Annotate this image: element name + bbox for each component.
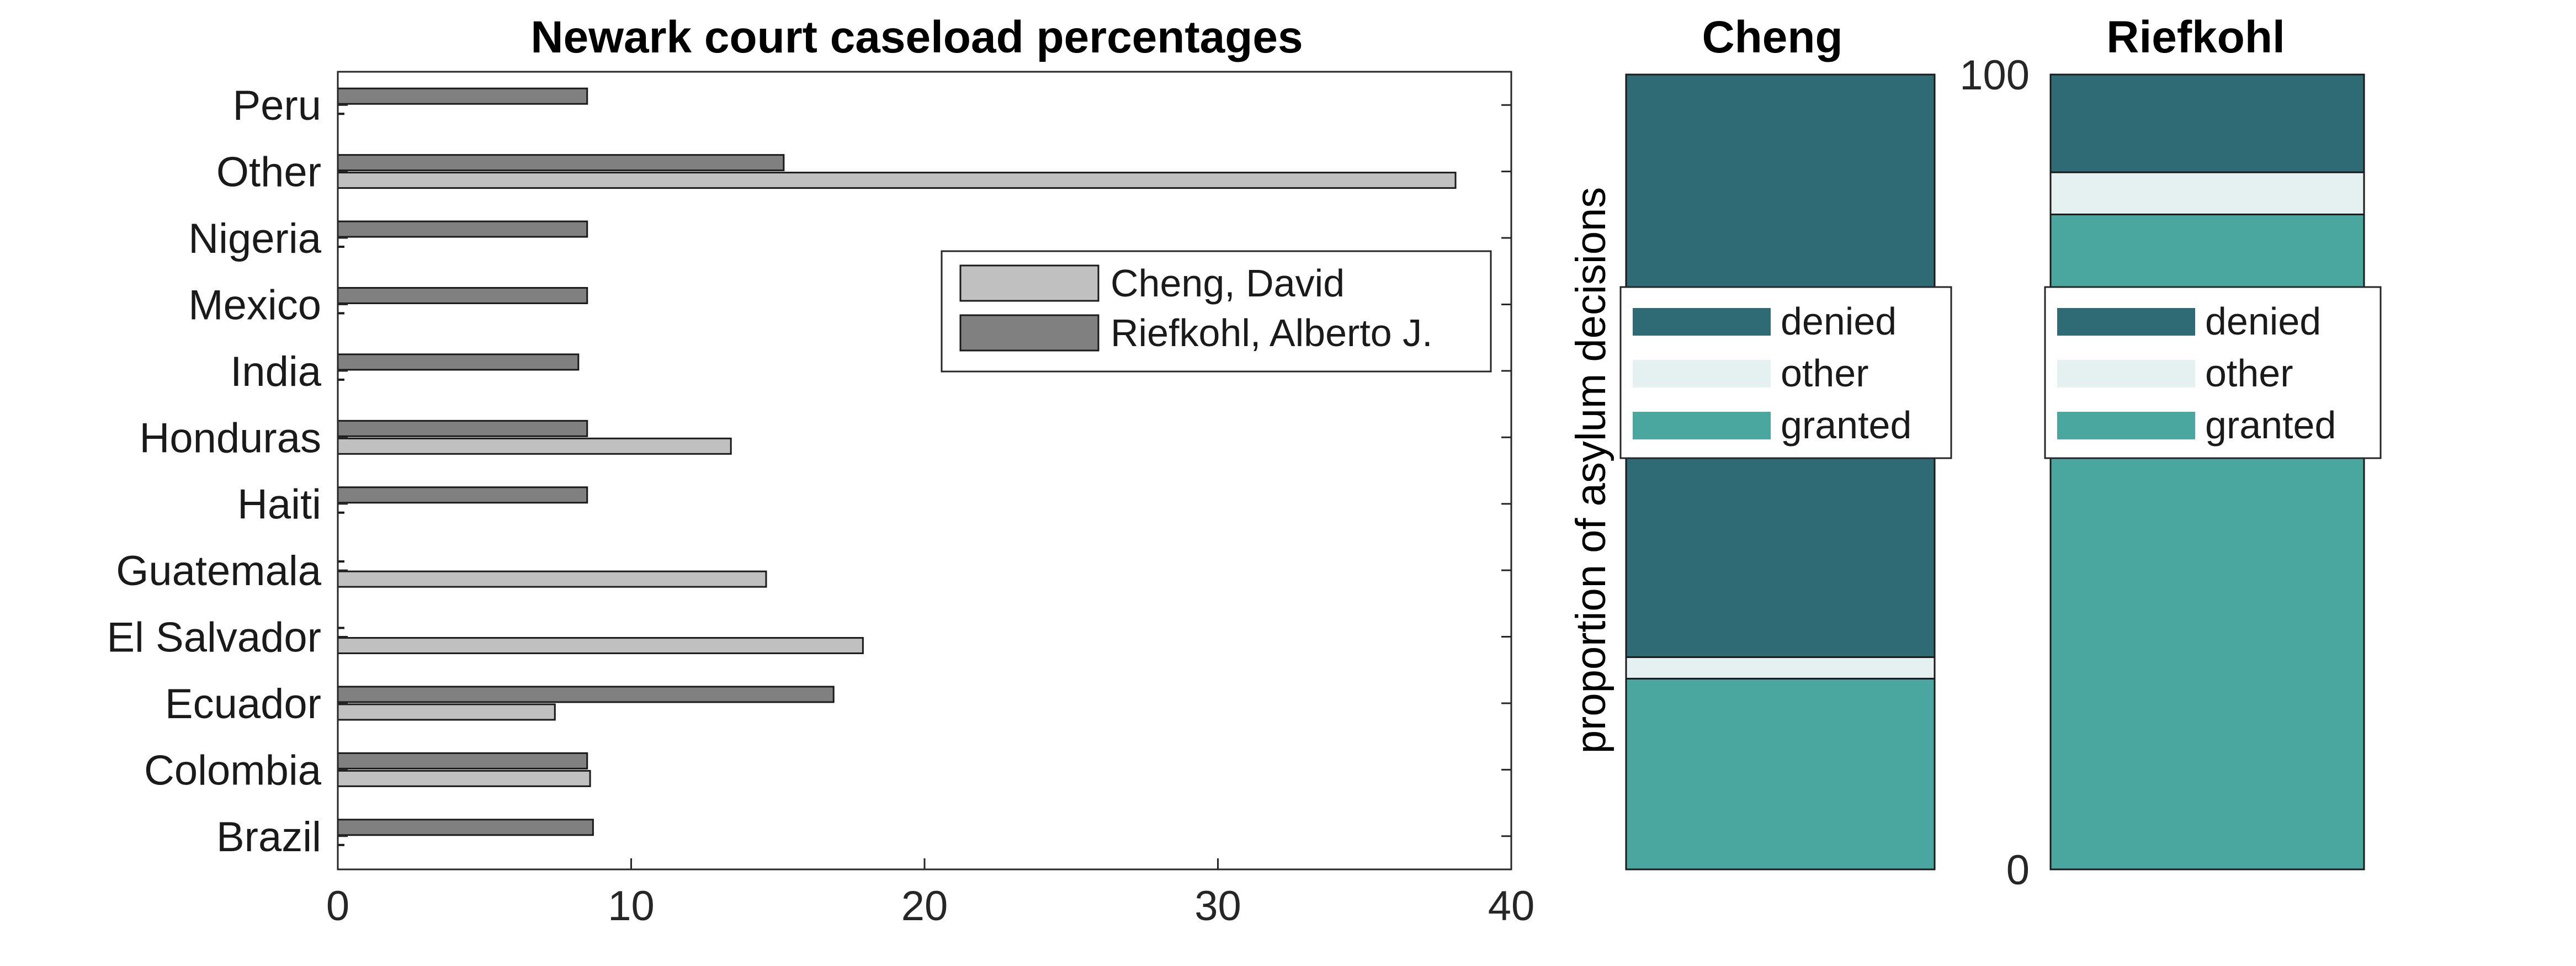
legend-swatch-other [2057, 360, 2195, 388]
bar-frame [2049, 73, 2365, 871]
legend-swatch-granted [1633, 412, 1771, 439]
legend-swatch-granted [2057, 412, 2195, 439]
y-tick-label-haiti: Haiti [237, 481, 321, 528]
legend-swatch-other [1633, 360, 1771, 388]
y-tick-label-brazil: Brazil [216, 814, 321, 861]
bar-colombia-riefkohl [337, 752, 588, 769]
y-tick-label-100: 100 [1959, 52, 2030, 99]
segment-other [2049, 171, 2365, 215]
y-tick-label-nigeria: Nigeria [188, 215, 321, 262]
y-tick-label-0: 0 [2006, 847, 2030, 894]
y-tick-label-guatemala: Guatemala [116, 548, 321, 595]
bar-guatemala-cheng [337, 570, 767, 588]
y-tick-label-other: Other [216, 149, 321, 196]
y-tick-label-mexico: Mexico [188, 282, 321, 328]
segment-denied [2049, 73, 2365, 173]
caseload-legend: Cheng, David Riefkohl, Alberto J. [941, 250, 1492, 373]
x-tick-label-0: 0 [326, 883, 349, 930]
plot-background [338, 72, 1511, 869]
y-tick-label-el-salvador: El Salvador [107, 614, 321, 661]
x-tick-label-10: 10 [608, 883, 655, 930]
y-tick-label-peru: Peru [232, 82, 321, 129]
legend-swatch-riefkohl [959, 314, 1100, 352]
bar-el-salvador-cheng [337, 637, 864, 655]
legend-swatch-denied [2057, 308, 2195, 336]
legend-label-other: other [1781, 352, 1869, 395]
x-tick-label-30: 30 [1194, 883, 1241, 930]
segment-other [1625, 656, 1936, 680]
cheng-stacked-bar [1625, 73, 1936, 871]
cheng-legend: denied other granted [1619, 286, 1952, 459]
riefkohl-stacked-bar: 0 100 [1959, 52, 2365, 894]
bar-other-cheng [337, 172, 1457, 189]
y-tick-label-india: India [230, 348, 322, 395]
x-tick-label-20: 20 [901, 883, 948, 930]
bar-frame [1625, 73, 1936, 871]
bar-other-riefkohl [337, 154, 785, 172]
bar-colombia-cheng [337, 769, 591, 787]
bar-mexico-riefkohl [337, 286, 588, 304]
y-tick-label-ecuador: Ecuador [165, 681, 321, 728]
plot-frame [337, 71, 1512, 871]
caseload-chart: Newark court caseload percentages Peru Ot… [107, 12, 1534, 930]
bar-ecuador-cheng [337, 703, 556, 721]
bar-nigeria-riefkohl [337, 220, 588, 238]
bar-peru-riefkohl [337, 87, 588, 105]
legend-swatch-cheng [959, 264, 1100, 302]
legend-label-denied: denied [2205, 300, 2321, 343]
legend-label-other: other [2205, 352, 2293, 395]
riefkohl-chart-title: Riefkohl [2106, 12, 2285, 62]
y-tick-label-colombia: Colombia [144, 747, 322, 794]
riefkohl-legend: denied other granted [2044, 286, 2382, 459]
bar-india-riefkohl [337, 353, 580, 371]
y-tick-label-honduras: Honduras [139, 415, 321, 461]
legend-label-riefkohl: Riefkohl, Alberto J. [1111, 311, 1433, 354]
segment-granted [1625, 677, 1936, 871]
legend-swatch-denied [1633, 308, 1771, 336]
riefkohl-decisions-chart: Riefkohl 0 100 denied other granted [1959, 12, 2382, 894]
caseload-plot-area: Peru Other Nigeria Mexico India Honduras Haiti… [107, 71, 1535, 930]
decisions-y-axis-label: proportion of asylum decisions [1568, 187, 1614, 754]
bar-honduras-cheng [337, 437, 732, 455]
x-tick-label-40: 40 [1488, 883, 1535, 930]
bar-brazil-riefkohl [337, 819, 594, 836]
legend-label-cheng: Cheng, David [1111, 262, 1345, 305]
cheng-decisions-chart: Cheng proportion of asylum decisions den… [1568, 12, 1952, 871]
bar-haiti-riefkohl [337, 486, 588, 504]
legend-label-denied: denied [1781, 300, 1897, 343]
legend-label-granted: granted [1781, 404, 1911, 447]
caseload-chart-title: Newark court caseload percentages [530, 12, 1303, 62]
legend-label-granted: granted [2205, 404, 2336, 447]
bar-honduras-riefkohl [337, 420, 588, 437]
bar-ecuador-riefkohl [337, 686, 835, 703]
cheng-chart-title: Cheng [1702, 12, 1842, 62]
